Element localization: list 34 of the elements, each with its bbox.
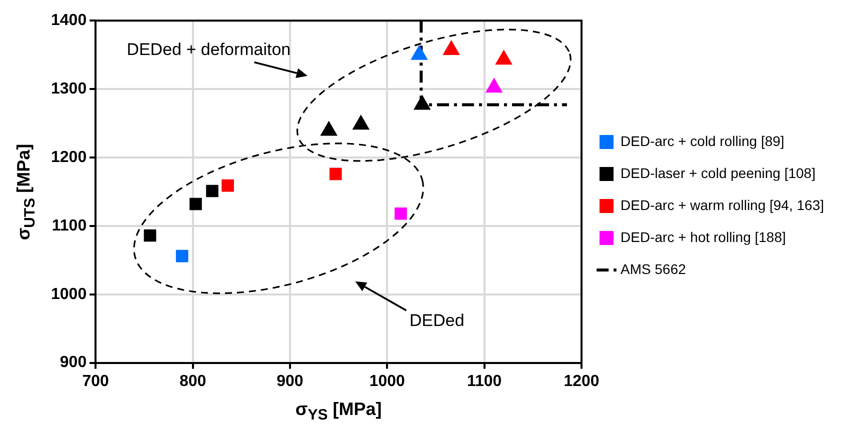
point (414, 95, 430, 110)
x-tick-label: 1200 (564, 372, 600, 390)
point (443, 40, 460, 56)
y-tick-label: 1300 (51, 80, 87, 98)
x-tick-label: 1000 (369, 372, 406, 390)
x-tick-label: 1100 (466, 372, 502, 390)
point (176, 250, 188, 262)
legend-label: DED-laser + cold peening [108] (620, 164, 816, 181)
point (222, 179, 234, 192)
point (495, 50, 512, 65)
y-tick-label: 1100 (52, 217, 87, 234)
point (206, 184, 218, 198)
point (486, 78, 502, 93)
y-tick-label: 1400 (51, 12, 87, 30)
legend-label: DED-arc + cold rolling [89] (620, 132, 784, 149)
x-tick-label: 800 (179, 372, 206, 390)
point (394, 207, 407, 220)
y-tick-label: 1200 (51, 148, 87, 166)
annotation: DEDed + deformaiton (126, 40, 291, 60)
x-tick-label: 700 (82, 372, 110, 390)
x-tick-label: 900 (276, 372, 304, 390)
point (410, 45, 428, 60)
point (352, 115, 370, 130)
point (320, 121, 338, 136)
legend-label: AMS 5662 (620, 260, 686, 277)
y-tick-label: 900 (60, 354, 87, 372)
annotation: DEDed (410, 310, 464, 331)
point (144, 229, 156, 242)
point (190, 198, 202, 210)
legend-label: DED-arc + warm rolling [94, 163] (620, 196, 824, 213)
y-tick-label: 1000 (51, 286, 87, 303)
legend-label: DED-arc + hot rolling [188] (620, 228, 786, 245)
point (329, 168, 342, 180)
x-axis-title: σ$_{YS}$ [MPa] (295, 398, 382, 424)
